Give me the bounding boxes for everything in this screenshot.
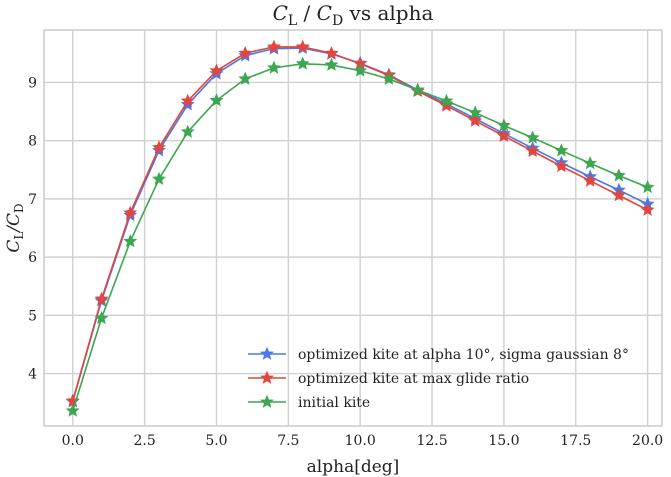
y-tick-label: 6 <box>28 250 37 266</box>
data-point-star <box>525 130 540 144</box>
chart-title: CL / CD vs alpha <box>273 1 434 29</box>
x-axis-label: alpha[deg] <box>307 457 400 477</box>
data-point-star <box>554 158 569 173</box>
data-point-star <box>439 93 454 107</box>
data-point-star <box>267 39 281 53</box>
data-point-star <box>152 171 166 185</box>
y-tick-label: 4 <box>28 367 37 383</box>
y-axis-label-text: CL/CD <box>4 203 26 252</box>
data-point-star <box>353 63 368 77</box>
data-point-star <box>583 173 598 187</box>
data-point-star <box>238 71 253 85</box>
x-tick-label: 7.5 <box>277 433 299 449</box>
y-tick-label: 5 <box>28 308 37 324</box>
y-axis-ticks: 4 5 6 7 8 9 <box>28 75 37 382</box>
plot-area <box>43 29 663 427</box>
legend-marker-star <box>260 370 274 384</box>
chart-title-part: vs alpha <box>343 1 433 25</box>
data-point-star <box>324 57 339 71</box>
y-tick-label: 8 <box>28 134 37 150</box>
data-point-star <box>94 291 109 305</box>
data-point-star <box>496 118 511 132</box>
y-axis-label: CL/CD <box>4 203 26 252</box>
y-axis-label-part: C <box>4 213 24 226</box>
x-tick-label: 0.0 <box>62 433 84 449</box>
legend-item: optimized kite at alpha 10°, sigma gauss… <box>248 346 629 363</box>
chart-title-part: D <box>332 13 343 29</box>
data-point-star <box>554 143 569 157</box>
data-point-star <box>583 156 598 170</box>
data-point-star <box>238 46 253 60</box>
data-point-star <box>295 56 310 70</box>
data-point-star <box>65 403 80 417</box>
chart-title-part: C <box>273 1 288 25</box>
chart-title-part: L <box>288 13 297 29</box>
data-point-star <box>295 39 310 53</box>
x-tick-label: 20.0 <box>632 433 663 449</box>
grid-lines <box>44 30 662 426</box>
data-point-star <box>468 113 483 127</box>
x-tick-label: 17.5 <box>560 433 591 449</box>
y-axis-label-part: L <box>12 232 26 240</box>
data-point-star <box>382 71 396 85</box>
y-axis-label-part: D <box>12 203 26 213</box>
y-axis-label-part: C <box>4 240 24 253</box>
legend-label: initial kite <box>298 395 370 411</box>
data-point-star <box>152 140 166 154</box>
data-point-star <box>180 93 195 107</box>
data-point-star <box>94 310 109 325</box>
data-point-star <box>123 234 138 248</box>
y-tick-label: 9 <box>28 75 37 91</box>
legend-item: optimized kite at max glide ratio <box>248 370 529 387</box>
data-point-star <box>123 205 138 219</box>
data-point-star <box>496 128 511 142</box>
data-point-star <box>209 93 224 107</box>
legend-item: initial kite <box>248 394 370 411</box>
data-point-star <box>640 179 655 194</box>
chart-title-part: / <box>297 1 316 25</box>
x-tick-label: 15.0 <box>488 433 519 449</box>
chart-title-part: C <box>317 1 332 25</box>
legend-label: optimized kite at max glide ratio <box>298 371 529 387</box>
x-axis-ticks: 0.0 2.5 5.0 7.5 10.0 12.5 15.0 17.5 20.0 <box>62 433 664 449</box>
data-point-star <box>611 168 626 182</box>
series-3 <box>65 56 655 417</box>
x-tick-label: 10.0 <box>345 433 376 449</box>
data-point-star <box>640 202 655 216</box>
legend-marker-star <box>260 346 274 360</box>
series-layer <box>65 39 655 417</box>
x-tick-label: 2.5 <box>133 433 155 449</box>
y-tick-label: 7 <box>28 192 37 208</box>
data-point-star <box>267 60 281 74</box>
data-point-star <box>410 82 425 96</box>
chart-title-text: CL / CD vs alpha <box>273 1 434 29</box>
x-tick-label: 12.5 <box>416 433 447 449</box>
data-point-star <box>525 143 540 158</box>
data-point-star <box>611 188 626 202</box>
y-axis-label-part: / <box>4 224 24 234</box>
data-point-star <box>180 124 195 138</box>
data-point-star <box>209 63 224 77</box>
data-point-star <box>468 105 483 119</box>
legend-label: optimized kite at alpha 10°, sigma gauss… <box>298 347 629 363</box>
data-point-star <box>324 46 339 60</box>
x-tick-label: 5.0 <box>205 433 227 449</box>
legend-marker-star <box>260 394 274 408</box>
legend: optimized kite at alpha 10°, sigma gauss… <box>248 346 629 411</box>
